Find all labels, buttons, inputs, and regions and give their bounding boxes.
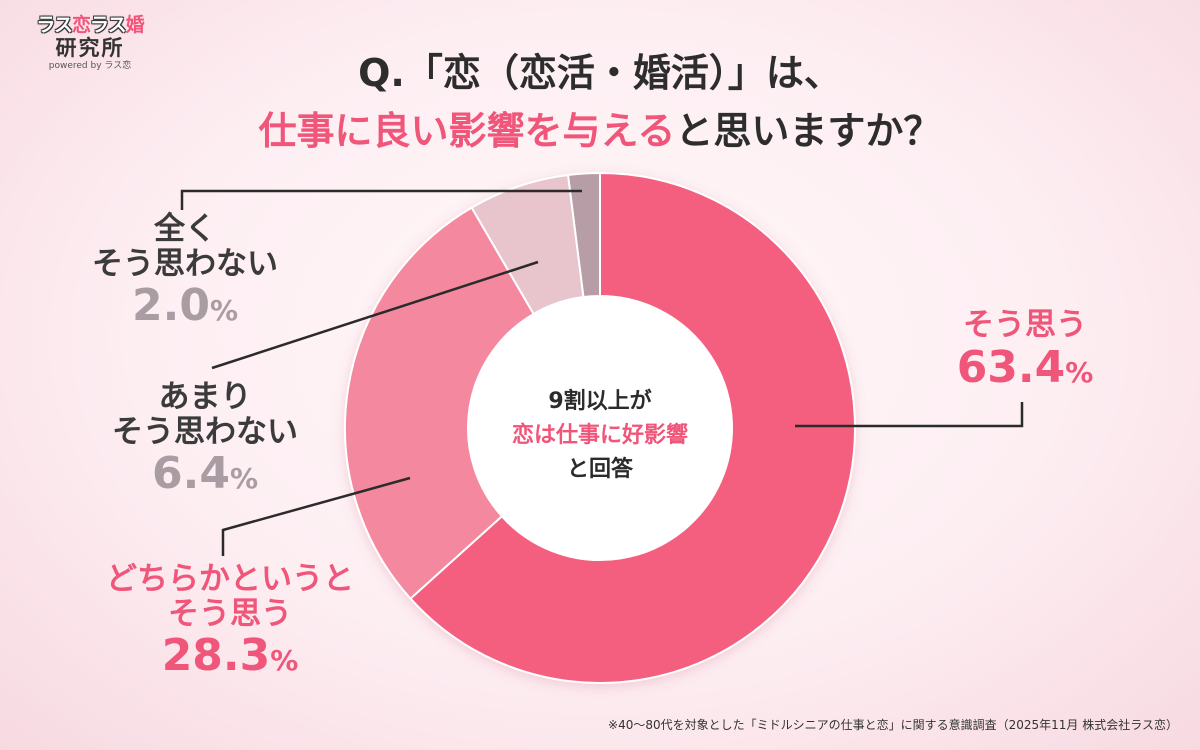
label-dochira-value-wrap: 28.3% xyxy=(80,631,380,680)
label-amari-value-wrap: 6.4% xyxy=(90,449,320,498)
logo-text-d: 婚 xyxy=(125,14,145,36)
label-mattaku: 全く そう思わない 2.0% xyxy=(70,212,300,331)
logo-text-b: 恋 xyxy=(71,14,91,36)
footnote: ※40〜80代を対象とした「ミドルシニアの仕事と恋」に関する意識調査（2025年… xyxy=(608,718,1178,732)
label-dochira: どちらかというと そう思う 28.3% xyxy=(80,562,380,681)
label-dochira-name2: そう思う xyxy=(168,595,292,632)
leader-line-sou xyxy=(795,402,1024,428)
label-dochira-value: 28.3 xyxy=(161,630,271,682)
label-sou: そう思う 63.4% xyxy=(940,308,1110,392)
logo: ラス恋ラス婚 研究所 powered by ラス恋 xyxy=(20,14,160,72)
label-mattaku-name1: 全く xyxy=(154,211,216,247)
label-amari-name1: あまり xyxy=(158,379,252,415)
label-dochira-name1: どちらかというと xyxy=(106,561,354,597)
label-mattaku-unit: % xyxy=(209,294,238,328)
logo-top: ラス恋ラス婚 xyxy=(20,14,160,36)
title-highlight: 仕事に良い影響を与える xyxy=(258,109,676,153)
label-mattaku-value-wrap: 2.0% xyxy=(70,281,300,330)
logo-sub: powered by ラス恋 xyxy=(48,61,132,71)
leader-lines xyxy=(180,189,1024,556)
donut-slices xyxy=(344,171,856,684)
center-line3: と回答 xyxy=(566,457,633,482)
label-dochira-unit: % xyxy=(270,644,299,678)
title-line1: Q.「恋（恋活・婚活）」は、 xyxy=(358,51,842,95)
label-mattaku-value: 2.0 xyxy=(131,280,210,332)
label-amari-name2: そう思わない xyxy=(112,413,298,450)
logo-middle: 研究所 xyxy=(55,36,125,60)
title-line2: 仕事に良い影響を与えると思いますか？ xyxy=(0,100,1200,155)
donut-slice-2 xyxy=(344,206,535,601)
leader-line-mattaku xyxy=(180,189,582,210)
label-sou-value-wrap: 63.4% xyxy=(940,343,1110,392)
label-sou-unit: % xyxy=(1065,355,1094,389)
center-line1: 9割以上が xyxy=(548,389,652,414)
label-amari-unit: % xyxy=(229,462,258,496)
label-sou-value: 63.4 xyxy=(956,341,1066,393)
label-amari: あまり そう思わない 6.4% xyxy=(90,380,320,499)
label-mattaku-name2: そう思わない xyxy=(92,245,278,282)
leader-line-dochira xyxy=(221,476,411,556)
title-rest: と思いますか？ xyxy=(675,109,942,153)
leader-line-amari xyxy=(211,260,539,370)
center-text: 9割以上が 恋は仕事に好影響 と回答 xyxy=(500,385,700,487)
center-line2: 恋は仕事に好影響 xyxy=(511,423,688,448)
donut-hole xyxy=(468,296,732,560)
logo-text-a: ラス xyxy=(36,14,73,36)
label-sou-name: そう思う xyxy=(963,307,1087,343)
logo-text-c: ラス xyxy=(90,14,127,36)
label-amari-value: 6.4 xyxy=(151,448,230,500)
